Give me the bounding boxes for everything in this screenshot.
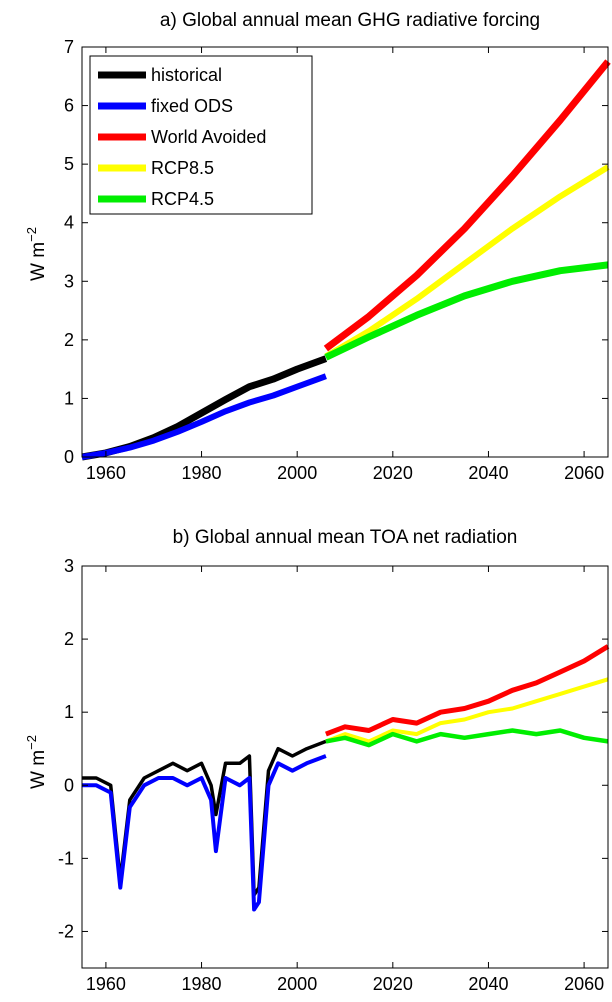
legend-entry: historical: [151, 65, 222, 85]
panel-b-toa-radiation: b) Global annual mean TOA net radiation …: [24, 527, 610, 994]
panel-a-axes: [81, 46, 609, 458]
legend-entry: World Avoided: [151, 127, 266, 147]
panel-b-series-rcp4-5: [325, 728, 609, 748]
panel-b-title: b) Global annual mean TOA net radiation: [173, 527, 518, 548]
panel-b-ylabel-base: W m: [28, 750, 49, 789]
panel-b-xtick-label: 1960: [86, 974, 126, 994]
legend: historical fixed ODS World Avoided RCP8.5 RC…: [89, 55, 313, 215]
panel-a-xtick-label: 2020: [373, 463, 413, 483]
panel-b-series: [82, 644, 610, 912]
legend-entry: fixed ODS: [151, 96, 233, 116]
panel-a-xtick-label: 1960: [86, 463, 126, 483]
panel-a-ylabel-exponent: −2: [24, 227, 39, 242]
panel-b-xtick-label: 2060: [564, 974, 604, 994]
panel-a-ytick-label: 7: [64, 37, 74, 57]
panel-a-ylabel: W m−2: [24, 227, 49, 281]
legend-entry: RCP8.5: [151, 158, 214, 178]
panel-b-xtick-label: 2000: [277, 974, 317, 994]
panel-b-xtick-label: 1980: [182, 974, 222, 994]
panel-a-series: [81, 59, 611, 461]
panel-a-xtick-label: 2000: [277, 463, 317, 483]
panel-b-ytick-label: 2: [64, 629, 74, 649]
panel-b-series-world-avoided: [325, 644, 610, 737]
legend-entry: RCP4.5: [151, 189, 214, 209]
panel-b-series-fixed-ods: [82, 754, 327, 912]
panel-a-series-rcp8-5: [324, 164, 610, 359]
panel-a-ytick-label: 1: [64, 388, 74, 408]
panel-a-ghg-forcing: a) Global annual mean GHG radiative forc…: [24, 10, 611, 483]
panel-a-series-world-avoided: [323, 59, 611, 352]
panel-a-xtick-label: 2060: [564, 463, 604, 483]
panel-b-ytick-label: 1: [64, 702, 74, 722]
panel-b-ylabel-exponent: −2: [24, 735, 39, 750]
panel-a-ytick-label: 0: [64, 447, 74, 467]
panel-a-ytick-label: 6: [64, 96, 74, 116]
panel-a-ticks: 1960 1980 2000 2020 2040 2060 0 1 2 3 4 5 6 7: [64, 37, 608, 483]
panel-b-xtick-label: 2020: [373, 974, 413, 994]
panel-a-series-rcp4-5: [324, 261, 609, 361]
panel-b-ytick-label: -1: [58, 848, 74, 868]
panel-a-ytick-label: 2: [64, 330, 74, 350]
panel-a-title: a) Global annual mean GHG radiative forc…: [160, 10, 540, 31]
panel-b-series-rcp8-5: [325, 677, 609, 744]
panel-b-ytick-label: 0: [64, 775, 74, 795]
svg-text:W m−2: W m−2: [24, 227, 49, 281]
panel-b-ylabel: W m−2: [24, 735, 49, 789]
panel-a-ytick-label: 5: [64, 154, 74, 174]
panel-a-xtick-label: 2040: [468, 463, 508, 483]
panel-b-ytick-label: -2: [58, 921, 74, 941]
svg-text:W m−2: W m−2: [24, 735, 49, 789]
panel-b-xtick-label: 2040: [468, 974, 508, 994]
panel-b-ytick-label: 3: [64, 556, 74, 576]
panel-a-xtick-label: 1980: [182, 463, 222, 483]
panel-a-ytick-label: 4: [64, 213, 74, 233]
panel-b-axes: [81, 565, 609, 969]
panel-a-series-fixed-ods: [81, 373, 327, 460]
panel-b-ticks: 1960 1980 2000 2020 2040 2060 -2 -1 0 1 2 3: [58, 556, 608, 994]
panel-a-series-historical: [81, 355, 328, 461]
panel-a-ytick-label: 3: [64, 271, 74, 291]
panel-a-ylabel-base: W m: [28, 242, 49, 281]
